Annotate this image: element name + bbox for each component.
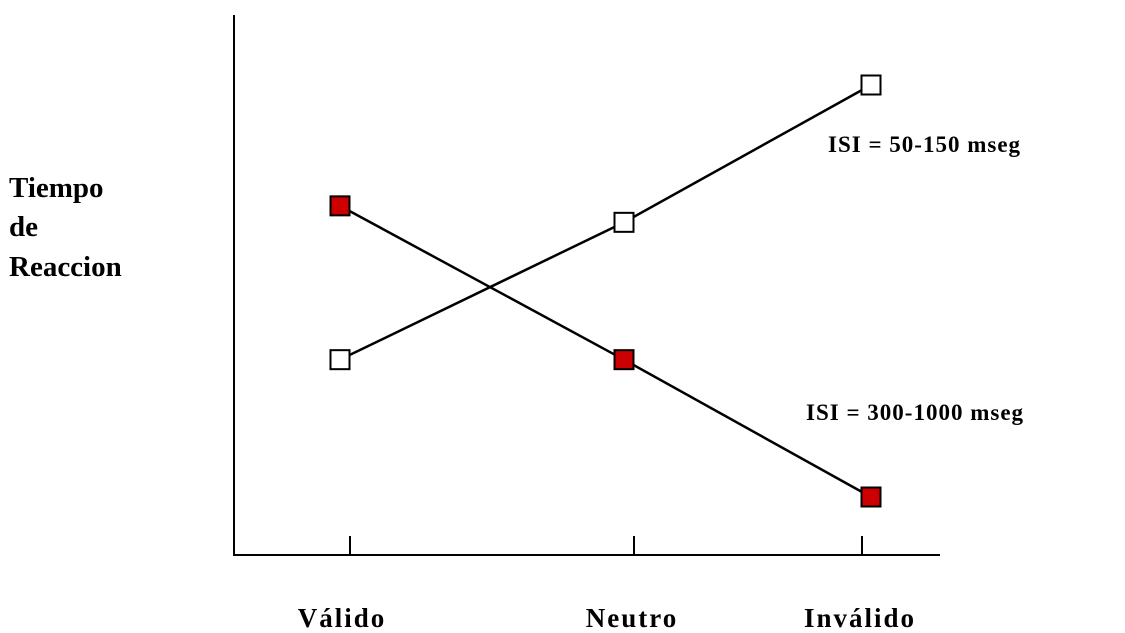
x-tick-label-invalido: Inválido <box>804 603 916 633</box>
x-tick-label-valido: Válido <box>298 603 387 633</box>
y-axis-label-line-1: Tiempo <box>9 172 104 204</box>
x-ticks <box>349 536 863 555</box>
series-lines <box>339 83 872 499</box>
series-0-point-1 <box>613 211 635 233</box>
y-axis-label-line-2: de <box>9 211 38 243</box>
series-1-point-0 <box>329 195 351 217</box>
series-label-isi-300-1000: ISI = 300-1000 mseg <box>806 400 1024 425</box>
y-axis-label-line-3: Reaccion <box>9 251 122 283</box>
x-tick-label-neutro: Neutro <box>586 603 679 633</box>
series-markers <box>329 74 882 508</box>
series-line-0 <box>339 83 872 361</box>
series-line-1 <box>339 204 872 499</box>
series-1-point-2 <box>860 486 882 508</box>
series-1-point-1 <box>613 349 635 371</box>
series-0-point-2 <box>860 74 882 96</box>
series-0-point-0 <box>329 349 351 371</box>
series-label-isi-50-150: ISI = 50-150 mseg <box>828 132 1021 157</box>
